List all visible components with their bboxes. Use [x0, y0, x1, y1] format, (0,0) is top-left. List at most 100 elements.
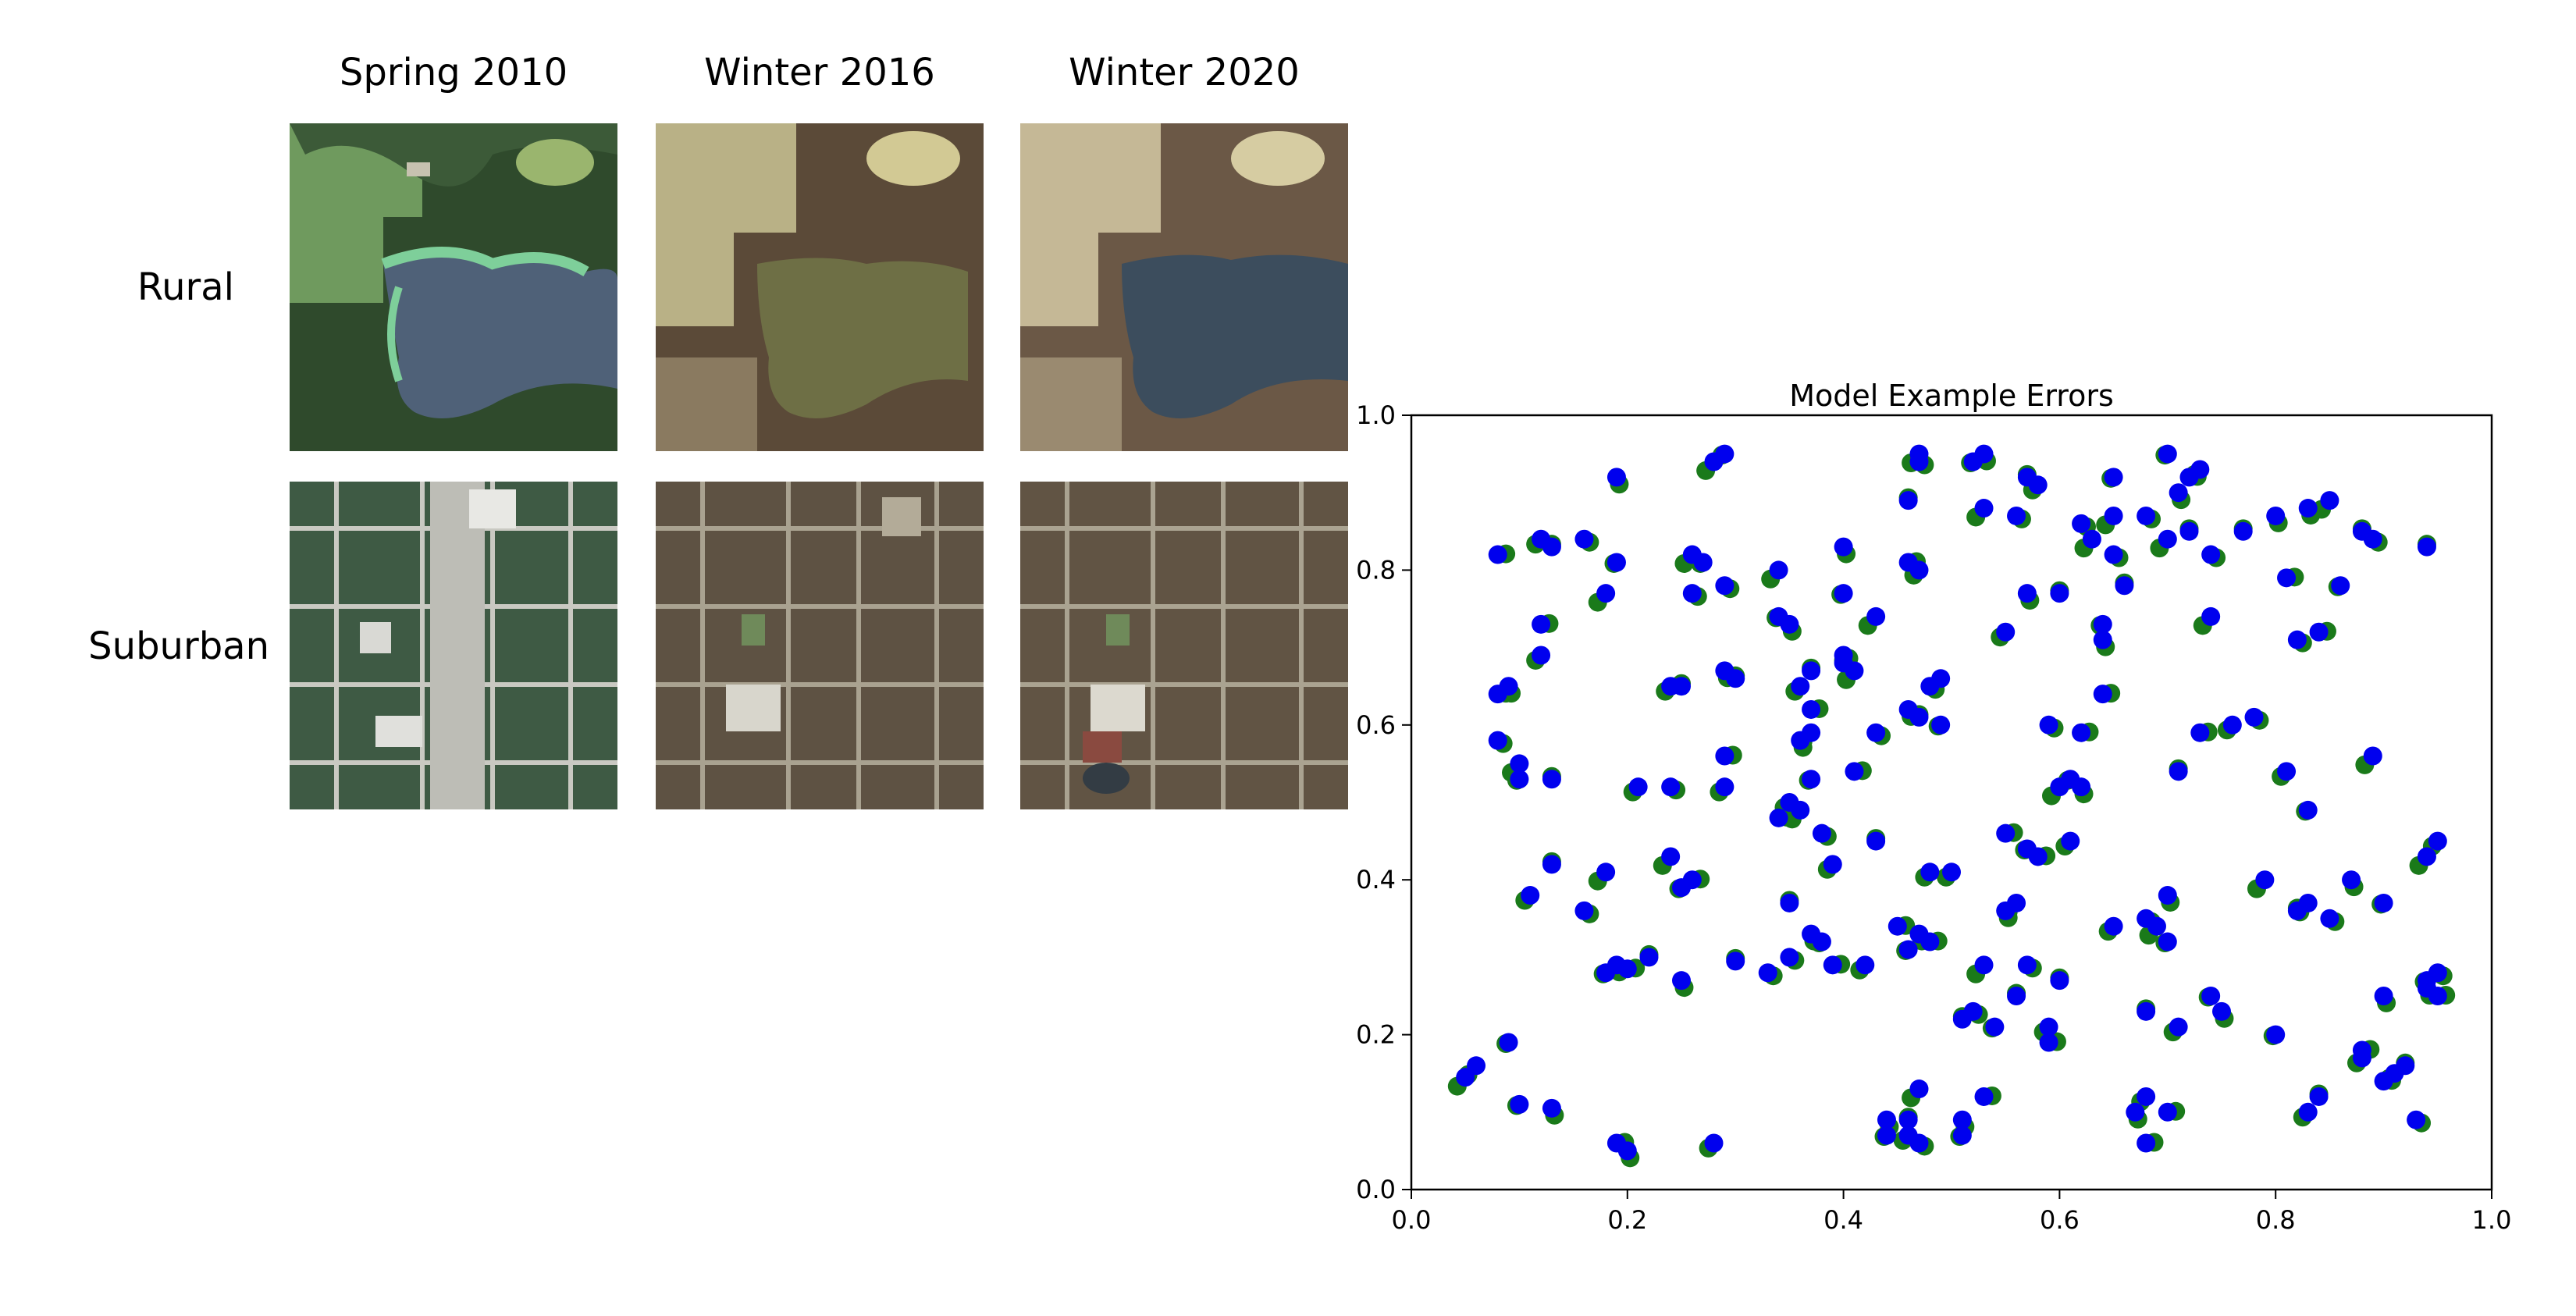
prediction-point [2072, 514, 2091, 533]
prediction-point [1532, 646, 1551, 665]
prediction-point [1715, 777, 1735, 797]
prediction-point [1834, 646, 1853, 665]
prediction-point [1974, 499, 1994, 518]
prediction-point [1877, 1110, 1896, 1129]
prediction-point [2309, 1087, 2329, 1106]
prediction-point [2428, 987, 2447, 1005]
prediction-point [2093, 685, 2112, 704]
rural-winter-2016-image [656, 123, 984, 451]
prediction-point [1909, 1079, 1929, 1099]
prediction-point [1909, 1133, 1929, 1153]
prediction-point [1596, 863, 1616, 882]
y-tick-label: 0.6 [1356, 710, 1396, 740]
prediction-point [1952, 1126, 1972, 1145]
prediction-point [1791, 677, 1810, 696]
prediction-point [1715, 444, 1735, 464]
prediction-point [2039, 1017, 2058, 1037]
prediction-point [2158, 529, 2177, 549]
prediction-point [2137, 1133, 2156, 1153]
prediction-point [1802, 924, 1821, 944]
prediction-point [2169, 1017, 2188, 1037]
prediction-point [1488, 731, 1507, 750]
prediction-point [1931, 715, 1951, 734]
prediction-point [2298, 499, 2318, 518]
prediction-point [2039, 1033, 2058, 1052]
prediction-point [2298, 1102, 2318, 1122]
prediction-point [2407, 1110, 2426, 1129]
chart-title: Model Example Errors [1789, 379, 2114, 413]
prediction-point [1866, 831, 1886, 851]
prediction-point [2007, 987, 2026, 1005]
prediction-point [1488, 685, 1507, 704]
plot-frame [1410, 414, 2493, 1191]
prediction-point [2417, 847, 2436, 866]
prediction-point [2158, 444, 2177, 464]
prediction-point [2266, 506, 2286, 525]
prediction-point [1596, 584, 1616, 603]
prediction-point [2104, 545, 2123, 564]
prediction-point [1542, 537, 1561, 557]
prediction-point [1606, 1133, 1626, 1153]
prediction-point [1985, 1017, 2005, 1037]
prediction-point [1909, 444, 1929, 464]
row-label-suburban: Suburban [88, 624, 269, 668]
prediction-point [1726, 951, 1745, 971]
suburban-winter-2020-image [1020, 482, 1348, 809]
prediction-point [2255, 870, 2275, 890]
row-label-rural: Rural [137, 265, 234, 309]
prediction-point [2061, 831, 2080, 851]
prediction-point [2007, 506, 2026, 525]
prediction-point [1823, 955, 1842, 975]
column-label-spring-2010: Spring 2010 [339, 51, 568, 94]
prediction-point [2028, 847, 2048, 866]
prediction-point [2137, 1087, 2156, 1106]
prediction-point [1769, 560, 1788, 580]
prediction-point [2158, 932, 2177, 951]
x-tick-label: 1.0 [2472, 1205, 2512, 1235]
prediction-point [2072, 723, 2091, 742]
prediction-point [1996, 823, 2016, 843]
column-label-winter-2020: Winter 2020 [1069, 51, 1300, 94]
prediction-point [1628, 777, 1648, 797]
prediction-point [1802, 699, 1821, 719]
rural-winter-2020-image [1020, 123, 1348, 451]
prediction-point [1661, 777, 1681, 797]
prediction-point [1510, 1094, 1529, 1114]
column-label-winter-2016: Winter 2016 [704, 51, 935, 94]
prediction-point [1866, 723, 1886, 742]
rural-spring-2010-image [290, 123, 617, 451]
prediction-point [1542, 855, 1561, 874]
prediction-point [1639, 948, 1659, 967]
prediction-point [1952, 1110, 1972, 1129]
prediction-point [2169, 483, 2188, 503]
prediction-point [2320, 491, 2339, 510]
prediction-point [1672, 677, 1691, 696]
prediction-point [1606, 553, 1626, 572]
prediction-point [2050, 971, 2069, 991]
prediction-point [2298, 893, 2318, 912]
prediction-point [1974, 444, 1994, 464]
prediction-point [1542, 770, 1561, 789]
prediction-point [1682, 584, 1702, 603]
prediction-point [2082, 529, 2101, 549]
prediction-point [1834, 584, 1853, 603]
prediction-point [1726, 669, 1745, 688]
prediction-point [2320, 909, 2339, 928]
prediction-point [1856, 955, 1875, 975]
prediction-point [2201, 606, 2221, 626]
x-tick-label: 0.0 [1392, 1205, 1432, 1235]
prediction-point [2363, 746, 2382, 766]
prediction-point [2158, 1102, 2177, 1122]
prediction-point [1574, 529, 1594, 549]
prediction-point [1834, 537, 1853, 557]
prediction-point [2277, 568, 2297, 588]
prediction-point [1920, 863, 1940, 882]
x-tick-label: 0.2 [1607, 1205, 1647, 1235]
prediction-point [2039, 715, 2058, 734]
prediction-point [2017, 584, 2037, 603]
prediction-point [1974, 955, 1994, 975]
prediction-point [1802, 661, 1821, 681]
prediction-point [2298, 800, 2318, 820]
prediction-point [1715, 576, 1735, 596]
prediction-point [2093, 614, 2112, 634]
